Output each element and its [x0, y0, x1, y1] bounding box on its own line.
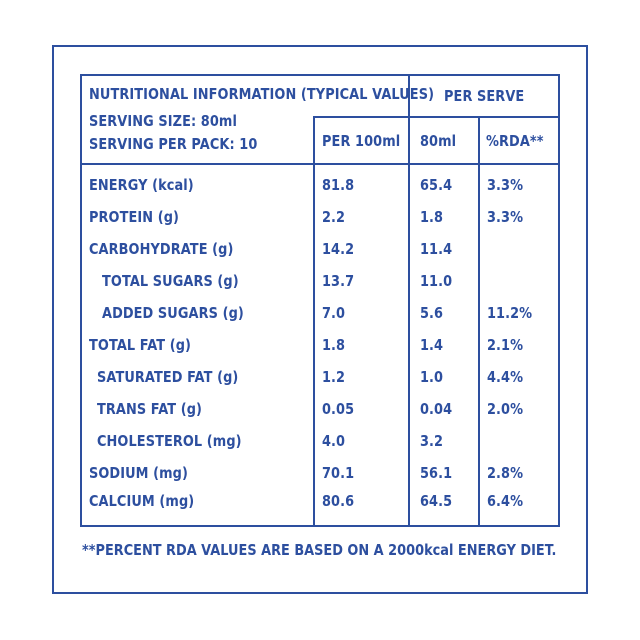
divider-vertical-2 [408, 74, 410, 527]
per-100-value: 0.05 [322, 400, 355, 418]
per-100-value: 14.2 [322, 240, 355, 258]
table-row: TRANS FAT (g) 0.05 0.04 2.0% [0, 400, 640, 432]
per-80-value: 56.1 [420, 464, 453, 482]
per-100-value: 70.1 [322, 464, 355, 482]
serving-per-pack: SERVING PER PACK: 10 [89, 135, 258, 153]
per-100-value: 7.0 [322, 304, 346, 322]
per-100-value: 2.2 [322, 208, 346, 226]
per-100-value: 81.8 [322, 176, 355, 194]
per-100-value: 13.7 [322, 272, 355, 290]
serving-size: SERVING SIZE: 80ml [89, 112, 237, 130]
table-title: NUTRITIONAL INFORMATION (TYPICAL VALUES) [89, 85, 435, 103]
nutrient-name: ENERGY (kcal) [89, 176, 194, 194]
rda-value: 3.3% [487, 208, 524, 226]
table-row: ENERGY (kcal) 81.8 65.4 3.3% [0, 176, 640, 208]
nutrient-name: CALCIUM (mg) [89, 492, 195, 510]
label-outer-frame [52, 45, 588, 594]
per-80-value: 65.4 [420, 176, 453, 194]
nutrient-name: TOTAL FAT (g) [89, 336, 192, 354]
per-100-value: 1.8 [322, 336, 346, 354]
table-row: PROTEIN (g) 2.2 1.8 3.3% [0, 208, 640, 240]
per-100-value: 1.2 [322, 368, 346, 386]
divider-horizontal-1 [313, 116, 560, 118]
per-80-value: 11.4 [420, 240, 453, 258]
table-row: SODIUM (mg) 70.1 56.1 2.8% [0, 464, 640, 496]
table-row: CHOLESTEROL (mg) 4.0 3.2 [0, 432, 640, 464]
nutrient-name: TRANS FAT (g) [97, 400, 203, 418]
divider-horizontal-2 [80, 163, 560, 165]
per-serve-header: PER SERVE [444, 87, 525, 105]
nutrient-name: CHOLESTEROL (mg) [97, 432, 242, 450]
nutrient-name: PROTEIN (g) [89, 208, 180, 226]
table-row: CARBOHYDRATE (g) 14.2 11.4 [0, 240, 640, 272]
table-row: SATURATED FAT (g) 1.2 1.0 4.4% [0, 368, 640, 400]
table-row: TOTAL SUGARS (g) 13.7 11.0 [0, 272, 640, 304]
per-80-value: 1.0 [420, 368, 444, 386]
per-80-value: 64.5 [420, 492, 453, 510]
per-80-value: 3.2 [420, 432, 444, 450]
per-80-value: 1.8 [420, 208, 444, 226]
rda-value: 2.0% [487, 400, 524, 418]
rda-value: 11.2% [487, 304, 533, 322]
nutrient-name: TOTAL SUGARS (g) [102, 272, 239, 290]
per-80-value: 1.4 [420, 336, 444, 354]
divider-vertical-3 [478, 117, 480, 527]
nutrition-table [80, 74, 560, 527]
rda-header: %RDA** [486, 132, 544, 150]
table-row: ADDED SUGARS (g) 7.0 5.6 11.2% [0, 304, 640, 336]
rda-value: 2.1% [487, 336, 524, 354]
rda-value: 3.3% [487, 176, 524, 194]
per-80-value: 5.6 [420, 304, 444, 322]
per-80ml-header: 80ml [420, 132, 457, 150]
per-100-value: 4.0 [322, 432, 346, 450]
rda-value: 2.8% [487, 464, 524, 482]
rda-footnote: **PERCENT RDA VALUES ARE BASED ON A 2000… [82, 541, 557, 559]
nutrient-name: ADDED SUGARS (g) [102, 304, 244, 322]
table-row: CALCIUM (mg) 80.6 64.5 6.4% [0, 492, 640, 524]
table-row: TOTAL FAT (g) 1.8 1.4 2.1% [0, 336, 640, 368]
per-80-value: 11.0 [420, 272, 453, 290]
nutrient-name: SODIUM (mg) [89, 464, 188, 482]
nutrient-name: CARBOHYDRATE (g) [89, 240, 234, 258]
rda-value: 4.4% [487, 368, 524, 386]
per-100-value: 80.6 [322, 492, 355, 510]
per-80-value: 0.04 [420, 400, 453, 418]
nutrient-name: SATURATED FAT (g) [97, 368, 239, 386]
per-100ml-header: PER 100ml [322, 132, 401, 150]
divider-vertical-1 [313, 117, 315, 527]
rda-value: 6.4% [487, 492, 524, 510]
